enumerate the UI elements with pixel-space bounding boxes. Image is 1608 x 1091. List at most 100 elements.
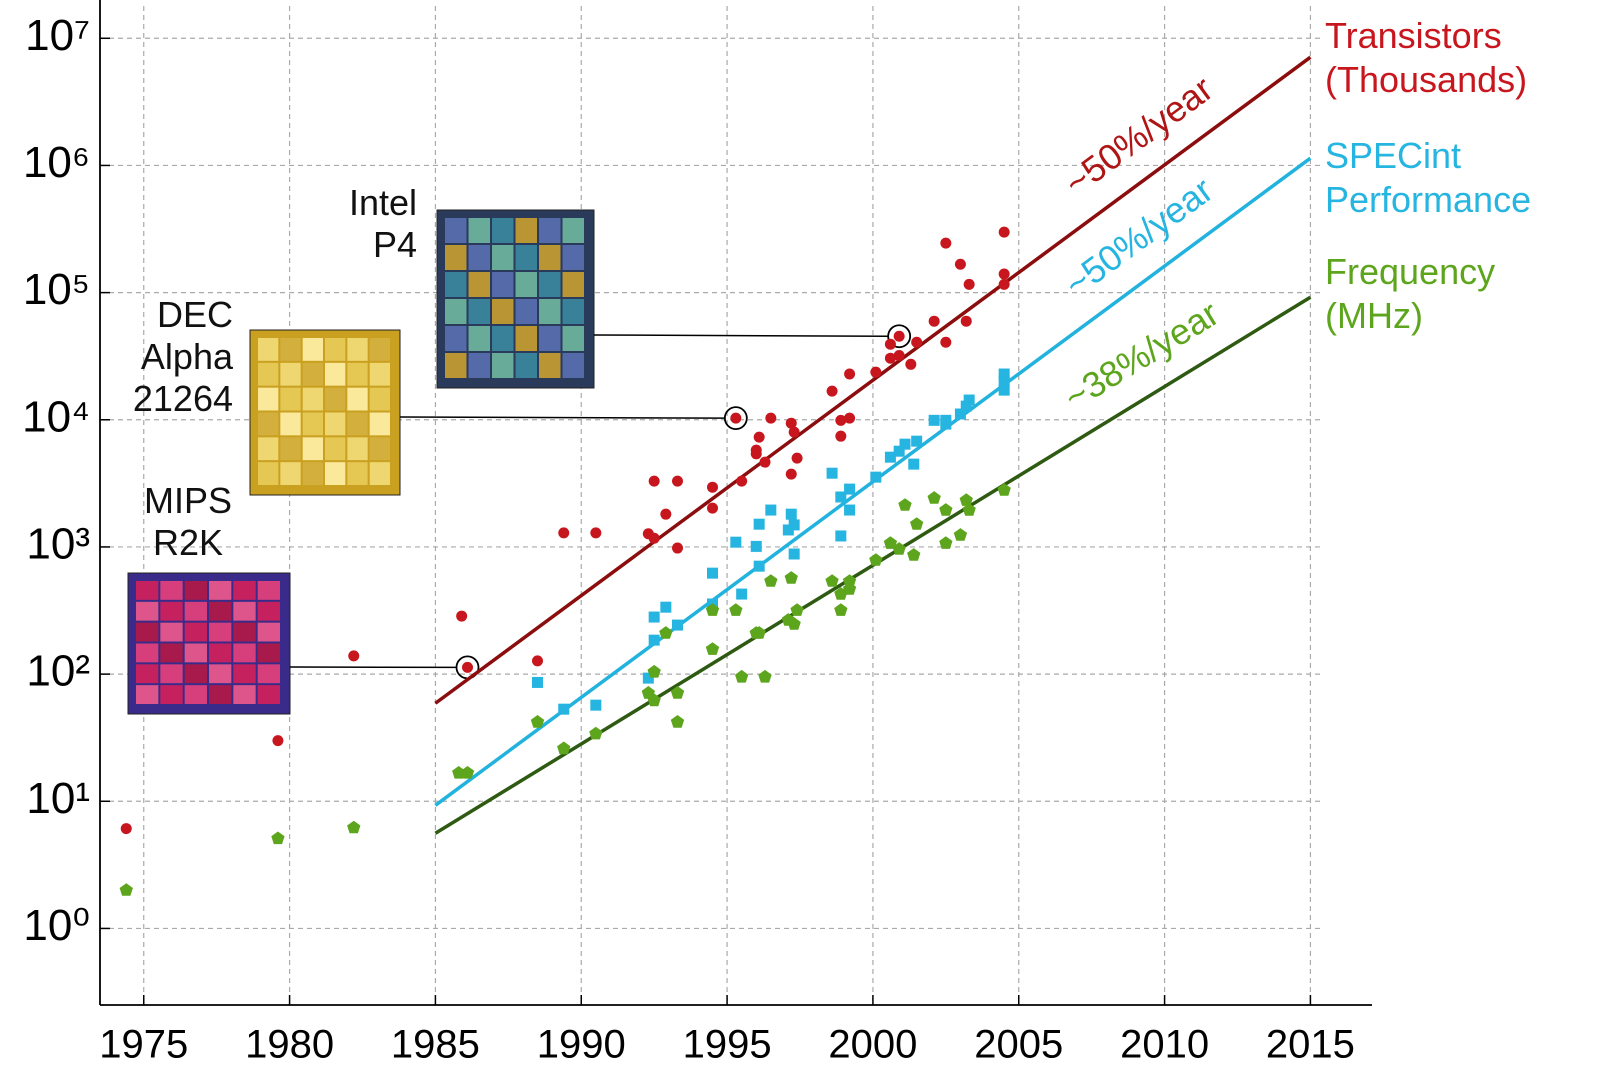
legend-entry: SPECint Performance xyxy=(1325,134,1565,222)
data-point xyxy=(672,543,683,554)
data-point xyxy=(558,704,569,715)
data-point xyxy=(736,476,747,487)
chip-block xyxy=(258,623,280,642)
data-point xyxy=(961,316,972,327)
chip-block xyxy=(280,363,300,386)
data-point xyxy=(707,482,718,493)
data-point xyxy=(835,431,846,442)
data-point xyxy=(672,620,683,631)
chip-block xyxy=(370,363,390,386)
y-tick-label: 10¹ xyxy=(26,774,90,823)
data-point xyxy=(789,549,800,560)
chip-block xyxy=(136,602,158,621)
data-point xyxy=(825,574,838,587)
chip-block xyxy=(160,602,182,621)
chip-block xyxy=(347,363,367,386)
annotation-label: MIPS R2K xyxy=(118,480,258,564)
data-point xyxy=(844,413,855,424)
data-point xyxy=(754,561,765,572)
chip-block xyxy=(233,602,255,621)
data-point xyxy=(649,612,660,623)
x-tick-label: 2015 xyxy=(1266,1023,1355,1067)
chip-block xyxy=(445,218,467,243)
data-point xyxy=(707,568,718,579)
chip-block xyxy=(516,353,538,378)
chip-block xyxy=(563,299,585,324)
chip-block xyxy=(469,245,491,270)
chip-block xyxy=(539,245,561,270)
chip-block xyxy=(563,272,585,297)
chip-block xyxy=(258,644,280,663)
y-tick-label: 10³ xyxy=(26,520,90,569)
data-point xyxy=(786,469,797,480)
chip-block xyxy=(209,581,231,600)
data-point xyxy=(960,493,973,506)
chip-block xyxy=(492,272,514,297)
chip-block xyxy=(539,272,561,297)
page: 19751980198519901995200020052010201510⁰1… xyxy=(0,0,1608,1091)
chip-block xyxy=(469,299,491,324)
chip-block xyxy=(185,685,207,704)
data-point xyxy=(765,505,776,516)
data-point xyxy=(790,603,803,616)
chip-block xyxy=(469,326,491,351)
chip-block xyxy=(516,326,538,351)
data-point xyxy=(271,832,284,845)
data-point xyxy=(929,415,940,426)
chip-block xyxy=(370,437,390,460)
data-point xyxy=(272,735,283,746)
chip-block xyxy=(492,218,514,243)
chip-block xyxy=(539,218,561,243)
data-point xyxy=(940,337,951,348)
data-point xyxy=(900,439,911,450)
chip-block xyxy=(563,326,585,351)
chip-block xyxy=(185,623,207,642)
data-point xyxy=(765,413,776,424)
chip-block xyxy=(136,644,158,663)
data-point xyxy=(758,670,771,683)
chip-block xyxy=(516,272,538,297)
y-tick-label: 10⁶ xyxy=(23,138,90,187)
chip-block xyxy=(209,664,231,683)
chip-block xyxy=(370,338,390,361)
x-tick-label: 1975 xyxy=(99,1023,188,1067)
data-point xyxy=(929,316,940,327)
chip-block xyxy=(160,685,182,704)
data-point xyxy=(649,476,660,487)
chip-block xyxy=(347,388,367,411)
data-point xyxy=(834,603,847,616)
data-point xyxy=(672,476,683,487)
y-tick-label: 10² xyxy=(26,647,90,696)
chip-block xyxy=(303,388,323,411)
chip-block xyxy=(136,581,158,600)
data-point xyxy=(347,821,360,834)
chip-block xyxy=(563,353,585,378)
data-point xyxy=(706,642,719,655)
data-point xyxy=(844,369,855,380)
data-point xyxy=(911,337,922,348)
data-point xyxy=(751,448,762,459)
data-point xyxy=(751,541,762,552)
data-point xyxy=(999,269,1010,280)
data-point xyxy=(736,589,747,600)
chip-block xyxy=(258,685,280,704)
chip-block xyxy=(347,413,367,436)
data-point xyxy=(764,574,777,587)
chip-block xyxy=(325,363,345,386)
chip-block xyxy=(233,644,255,663)
chip-block xyxy=(370,462,390,485)
chip-block xyxy=(303,462,323,485)
data-point xyxy=(760,457,771,468)
data-point xyxy=(870,367,881,378)
data-point xyxy=(999,385,1010,396)
chip-block xyxy=(445,299,467,324)
y-tick-label: 10⁵ xyxy=(23,265,90,314)
x-tick-label: 2000 xyxy=(828,1023,917,1067)
data-point xyxy=(660,602,671,613)
data-point xyxy=(659,626,672,639)
chip-block xyxy=(136,664,158,683)
chip-block xyxy=(303,413,323,436)
chip-block xyxy=(280,388,300,411)
data-point xyxy=(954,528,967,541)
chip-block xyxy=(136,685,158,704)
